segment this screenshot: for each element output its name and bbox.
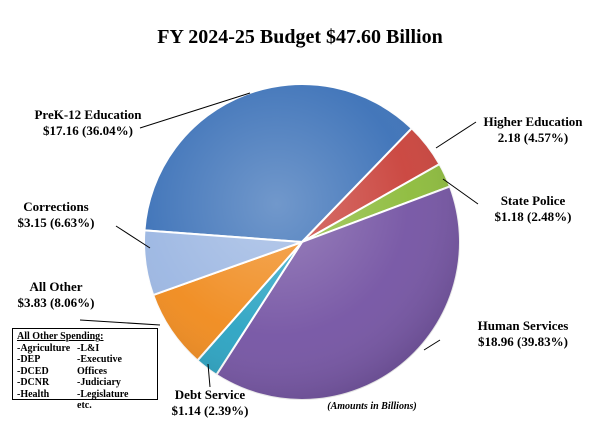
leader-line-corrections [115,225,151,249]
other-spending-item: etc. [77,400,92,411]
other-spending-item: -Executive Offices [77,354,122,377]
slice-label-name-human-services: Human Services [478,318,569,333]
label-leader-lines [79,92,479,388]
leader-line-higher-education [435,121,477,149]
other-spending-item: -Legislature [77,388,129,400]
all-other-spending-col1: -Agriculture -DEP -DCED -DCNR -Health [17,343,77,412]
all-other-spending-col2: -L&I -Executive Offices -Judiciary -Legisla… [77,343,153,412]
slice-label-name-state-police: State Police [501,193,566,208]
leader-line-all-other [79,319,161,326]
other-spending-item: -DCED [17,365,49,377]
other-spending-item: -Health [17,388,50,400]
slice-label-name-higher-education: Higher Education [483,114,583,129]
slice-label-name-debt-service: Debt Service [175,387,246,402]
slice-labels: PreK-12 Education$17.16 (36.04%) Higher E… [18,107,584,418]
leader-line-state-police [442,178,479,205]
all-other-spending-box: All Other Spending: -Agriculture -DEP -DCE… [12,328,158,411]
leader-line-human-services [423,339,441,351]
slice-label-value-state-police: $1.18 (2.48%) [495,209,572,224]
chart-title: FY 2024-25 Budget $47.60 Billion [157,26,442,48]
slice-label-value-all-other: $3.83 (8.06%) [18,295,95,310]
slice-label-value-prek-12-education: $17.16 (36.04%) [43,123,133,138]
slice-label-name-corrections: Corrections [23,199,88,214]
slice-label-value-debt-service: $1.14 (2.39%) [172,403,249,418]
other-spending-item: -DEP [17,354,41,365]
other-spending-item: -DCNR [17,377,50,388]
leader-line-debt-service [207,363,211,388]
amounts-note: (Amounts in Billions) [327,401,416,412]
slice-label-value-higher-education: 2.18 (4.57%) [498,130,568,145]
other-spending-item: -L&I [77,342,100,354]
pie-slices [143,83,461,401]
slice-label-name-prek-12-education: PreK-12 Education [34,107,142,122]
slice-label-value-corrections: $3.15 (6.63%) [18,215,95,230]
slice-label-value-human-services: $18.96 (39.83%) [478,334,568,349]
other-spending-item: -Agriculture [17,342,71,354]
slice-label-name-all-other: All Other [29,279,82,294]
leader-line-prek-12-education [139,92,251,129]
all-other-spending-title: All Other Spending: [17,331,104,342]
other-spending-item: -Judiciary [77,377,121,388]
